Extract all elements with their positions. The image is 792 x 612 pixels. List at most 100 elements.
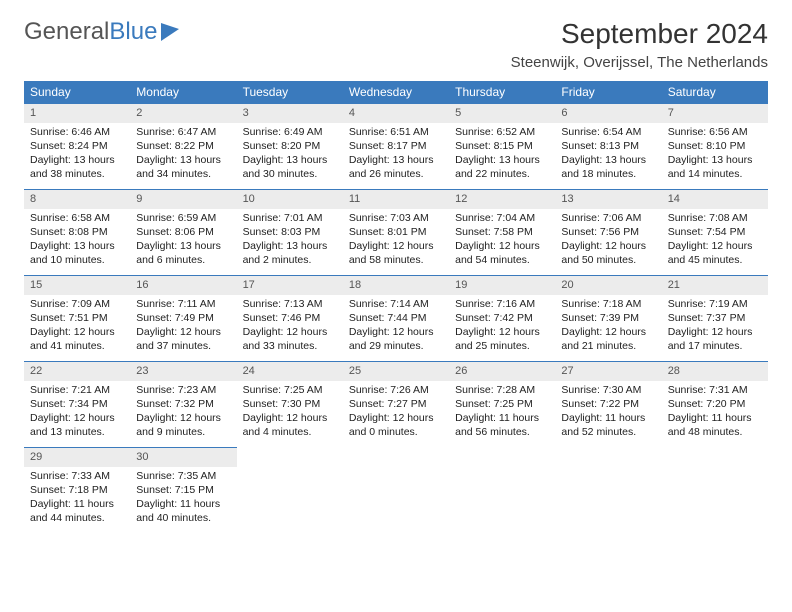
sunset-line: Sunset: 8:24 PM xyxy=(30,139,124,153)
calendar-day-cell: 16Sunrise: 7:11 AMSunset: 7:49 PMDayligh… xyxy=(130,275,236,361)
daylight-line: Daylight: 12 hours and 58 minutes. xyxy=(349,239,443,267)
day-number: 10 xyxy=(237,189,343,209)
day-number: 8 xyxy=(24,189,130,209)
daylight-line: Daylight: 12 hours and 41 minutes. xyxy=(30,325,124,353)
day-number: 14 xyxy=(662,189,768,209)
day-details: Sunrise: 7:18 AMSunset: 7:39 PMDaylight:… xyxy=(555,295,661,358)
day-details: Sunrise: 7:08 AMSunset: 7:54 PMDaylight:… xyxy=(662,209,768,272)
day-details: Sunrise: 6:54 AMSunset: 8:13 PMDaylight:… xyxy=(555,123,661,186)
daylight-line: Daylight: 12 hours and 13 minutes. xyxy=(30,411,124,439)
day-details: Sunrise: 7:11 AMSunset: 7:49 PMDaylight:… xyxy=(130,295,236,358)
sunset-line: Sunset: 7:44 PM xyxy=(349,311,443,325)
calendar-week-row: 15Sunrise: 7:09 AMSunset: 7:51 PMDayligh… xyxy=(24,275,768,361)
calendar-day-cell: 2Sunrise: 6:47 AMSunset: 8:22 PMDaylight… xyxy=(130,103,236,189)
day-details: Sunrise: 7:35 AMSunset: 7:15 PMDaylight:… xyxy=(130,467,236,530)
day-number: 17 xyxy=(237,275,343,295)
logo-word1: General xyxy=(24,18,109,45)
daylight-line: Daylight: 11 hours and 48 minutes. xyxy=(668,411,762,439)
day-details: Sunrise: 6:49 AMSunset: 8:20 PMDaylight:… xyxy=(237,123,343,186)
daylight-line: Daylight: 12 hours and 50 minutes. xyxy=(561,239,655,267)
calendar-day-cell: 30Sunrise: 7:35 AMSunset: 7:15 PMDayligh… xyxy=(130,447,236,533)
calendar-week-row: 1Sunrise: 6:46 AMSunset: 8:24 PMDaylight… xyxy=(24,103,768,189)
sunrise-line: Sunrise: 7:01 AM xyxy=(243,211,337,225)
day-details: Sunrise: 7:19 AMSunset: 7:37 PMDaylight:… xyxy=(662,295,768,358)
day-details: Sunrise: 7:21 AMSunset: 7:34 PMDaylight:… xyxy=(24,381,130,444)
sunset-line: Sunset: 8:03 PM xyxy=(243,225,337,239)
sunset-line: Sunset: 7:42 PM xyxy=(455,311,549,325)
daylight-line: Daylight: 12 hours and 45 minutes. xyxy=(668,239,762,267)
day-number: 11 xyxy=(343,189,449,209)
sunset-line: Sunset: 7:34 PM xyxy=(30,397,124,411)
calendar-day-cell: 19Sunrise: 7:16 AMSunset: 7:42 PMDayligh… xyxy=(449,275,555,361)
daylight-line: Daylight: 11 hours and 40 minutes. xyxy=(136,497,230,525)
calendar-day-cell: . xyxy=(343,447,449,533)
sunset-line: Sunset: 7:32 PM xyxy=(136,397,230,411)
day-details: Sunrise: 7:03 AMSunset: 8:01 PMDaylight:… xyxy=(343,209,449,272)
daylight-line: Daylight: 12 hours and 0 minutes. xyxy=(349,411,443,439)
sunrise-line: Sunrise: 7:31 AM xyxy=(668,383,762,397)
sunrise-line: Sunrise: 7:33 AM xyxy=(30,469,124,483)
daylight-line: Daylight: 13 hours and 30 minutes. xyxy=(243,153,337,181)
day-number: 19 xyxy=(449,275,555,295)
sunrise-line: Sunrise: 6:56 AM xyxy=(668,125,762,139)
calendar-day-cell: 27Sunrise: 7:30 AMSunset: 7:22 PMDayligh… xyxy=(555,361,661,447)
calendar-day-cell: 4Sunrise: 6:51 AMSunset: 8:17 PMDaylight… xyxy=(343,103,449,189)
sunrise-line: Sunrise: 7:04 AM xyxy=(455,211,549,225)
calendar-week-row: 22Sunrise: 7:21 AMSunset: 7:34 PMDayligh… xyxy=(24,361,768,447)
day-details: Sunrise: 7:33 AMSunset: 7:18 PMDaylight:… xyxy=(24,467,130,530)
sunset-line: Sunset: 7:58 PM xyxy=(455,225,549,239)
day-details: Sunrise: 7:01 AMSunset: 8:03 PMDaylight:… xyxy=(237,209,343,272)
calendar-day-cell: 1Sunrise: 6:46 AMSunset: 8:24 PMDaylight… xyxy=(24,103,130,189)
sunrise-line: Sunrise: 7:06 AM xyxy=(561,211,655,225)
day-header: Monday xyxy=(130,81,236,103)
calendar-day-cell: 12Sunrise: 7:04 AMSunset: 7:58 PMDayligh… xyxy=(449,189,555,275)
day-details: Sunrise: 7:09 AMSunset: 7:51 PMDaylight:… xyxy=(24,295,130,358)
day-number: 2 xyxy=(130,103,236,123)
day-details: Sunrise: 7:30 AMSunset: 7:22 PMDaylight:… xyxy=(555,381,661,444)
sunset-line: Sunset: 7:56 PM xyxy=(561,225,655,239)
day-details: Sunrise: 7:14 AMSunset: 7:44 PMDaylight:… xyxy=(343,295,449,358)
sunrise-line: Sunrise: 7:23 AM xyxy=(136,383,230,397)
day-number: 1 xyxy=(24,103,130,123)
sunrise-line: Sunrise: 7:16 AM xyxy=(455,297,549,311)
daylight-line: Daylight: 12 hours and 54 minutes. xyxy=(455,239,549,267)
sunrise-line: Sunrise: 7:26 AM xyxy=(349,383,443,397)
daylight-line: Daylight: 12 hours and 29 minutes. xyxy=(349,325,443,353)
sunset-line: Sunset: 7:51 PM xyxy=(30,311,124,325)
month-title: September 2024 xyxy=(511,18,768,50)
day-details: Sunrise: 7:13 AMSunset: 7:46 PMDaylight:… xyxy=(237,295,343,358)
daylight-line: Daylight: 12 hours and 37 minutes. xyxy=(136,325,230,353)
day-details: Sunrise: 6:47 AMSunset: 8:22 PMDaylight:… xyxy=(130,123,236,186)
calendar-day-cell: 13Sunrise: 7:06 AMSunset: 7:56 PMDayligh… xyxy=(555,189,661,275)
title-block: September 2024 Steenwijk, Overijssel, Th… xyxy=(511,18,768,71)
day-details: Sunrise: 7:06 AMSunset: 7:56 PMDaylight:… xyxy=(555,209,661,272)
daylight-line: Daylight: 13 hours and 22 minutes. xyxy=(455,153,549,181)
day-details: Sunrise: 6:56 AMSunset: 8:10 PMDaylight:… xyxy=(662,123,768,186)
calendar-day-cell: 14Sunrise: 7:08 AMSunset: 7:54 PMDayligh… xyxy=(662,189,768,275)
calendar-week-row: 29Sunrise: 7:33 AMSunset: 7:18 PMDayligh… xyxy=(24,447,768,533)
sunrise-line: Sunrise: 6:51 AM xyxy=(349,125,443,139)
daylight-line: Daylight: 13 hours and 10 minutes. xyxy=(30,239,124,267)
daylight-line: Daylight: 12 hours and 33 minutes. xyxy=(243,325,337,353)
calendar-day-cell: 9Sunrise: 6:59 AMSunset: 8:06 PMDaylight… xyxy=(130,189,236,275)
daylight-line: Daylight: 11 hours and 56 minutes. xyxy=(455,411,549,439)
daylight-line: Daylight: 13 hours and 18 minutes. xyxy=(561,153,655,181)
day-number: 5 xyxy=(449,103,555,123)
day-number: 9 xyxy=(130,189,236,209)
sunset-line: Sunset: 7:27 PM xyxy=(349,397,443,411)
day-header: Saturday xyxy=(662,81,768,103)
day-number: 27 xyxy=(555,361,661,381)
day-number: 22 xyxy=(24,361,130,381)
logo: GeneralBlue xyxy=(24,18,179,46)
sunrise-line: Sunrise: 7:14 AM xyxy=(349,297,443,311)
day-number: 6 xyxy=(555,103,661,123)
day-number: 13 xyxy=(555,189,661,209)
calendar-day-cell: 25 Sunrise: 7:26 AMSunset: 7:27 PMDayligh… xyxy=(343,361,449,447)
day-number: 25 xyxy=(343,361,449,381)
daylight-line: Daylight: 13 hours and 14 minutes. xyxy=(668,153,762,181)
daylight-line: Daylight: 12 hours and 9 minutes. xyxy=(136,411,230,439)
sunset-line: Sunset: 7:37 PM xyxy=(668,311,762,325)
calendar-day-cell: 15Sunrise: 7:09 AMSunset: 7:51 PMDayligh… xyxy=(24,275,130,361)
day-details: Sunrise: 6:51 AMSunset: 8:17 PMDaylight:… xyxy=(343,123,449,186)
sunset-line: Sunset: 8:08 PM xyxy=(30,225,124,239)
